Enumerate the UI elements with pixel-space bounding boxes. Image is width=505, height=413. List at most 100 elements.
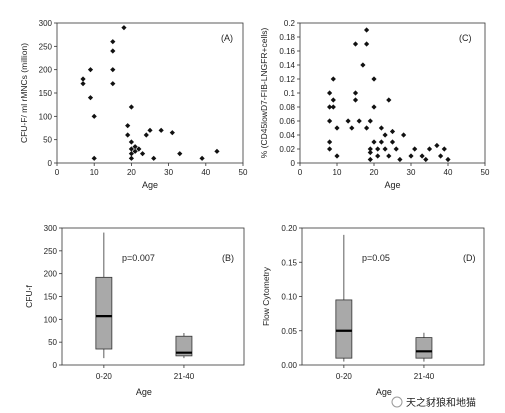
y-axis-label: Flow Cytometry — [261, 266, 271, 326]
box-iqr — [335, 299, 353, 359]
y-tick-label: 0.10 — [281, 293, 297, 302]
x-axis-label: Age — [142, 180, 158, 190]
box-iqr — [95, 276, 113, 350]
scatter-point — [132, 144, 138, 150]
scatter-point — [327, 118, 333, 124]
scatter-point — [401, 132, 407, 138]
y-tick-label: 150 — [44, 293, 58, 302]
scatter-point — [330, 97, 336, 103]
scatter-point — [128, 155, 134, 161]
y-tick-label: 0.00 — [281, 361, 297, 370]
scatter-point — [327, 139, 333, 145]
scatter-point — [367, 149, 373, 156]
scatter-point — [397, 156, 403, 163]
y-tick-label: 0.2 — [284, 19, 296, 28]
scatter-point — [334, 153, 340, 159]
scatter-point — [367, 118, 373, 124]
watermark-logo-icon — [391, 396, 403, 408]
scatter-point — [147, 127, 153, 133]
y-axis-label: % (CD45lowD7-FIB-LNGFR+cells) — [259, 28, 269, 159]
scatter-point — [389, 128, 396, 135]
y-tick-label: 0.20 — [281, 224, 297, 233]
scatter-point — [214, 148, 220, 154]
x-tick-label: 0 — [55, 168, 60, 177]
y-tick-label: 300 — [39, 19, 53, 28]
category-label: 0-20 — [336, 372, 353, 381]
panel-d-boxplot: 0.00 0.05 0.10 0.15 0.20 Flow Cytometry (D) 0-2… — [261, 224, 485, 397]
y-tick-label: 0.06 — [279, 117, 295, 126]
scatter-point — [345, 118, 351, 124]
panel-label: (C) — [459, 33, 472, 43]
y-axis-label: CFU-F/ ml rMNCs (million) — [19, 43, 29, 143]
scatter-point — [352, 41, 359, 47]
category-label: 21-40 — [174, 372, 195, 381]
scatter-point — [327, 90, 333, 96]
y-tick-label: 0.12 — [279, 75, 295, 84]
x-tick-label: 40 — [444, 168, 453, 177]
scatter-point — [136, 146, 142, 152]
x-tick-label: 20 — [127, 168, 136, 177]
scatter-point — [352, 97, 359, 103]
scatter-point — [327, 146, 333, 152]
category-label: 21-40 — [414, 372, 435, 381]
y-tick-label: 0 — [48, 159, 53, 168]
y-tick-label: 250 — [44, 247, 58, 256]
scatter-point — [128, 139, 134, 145]
scatter-point — [158, 127, 164, 133]
x-tick-label: 0 — [298, 168, 303, 177]
x-axis-label: Age — [384, 180, 400, 190]
x-tick-label: 10 — [90, 168, 99, 177]
panel-b-boxplot: 0 50 100 150 200 250 300 CFU-f (B) 0-20 21-40 Age p=… — [24, 224, 245, 397]
x-tick-label: 20 — [370, 168, 379, 177]
scatter-point — [80, 81, 86, 87]
plot-frame — [301, 227, 485, 366]
scatter-point — [151, 155, 157, 161]
scatter-point — [371, 139, 377, 145]
panel-label: (A) — [221, 33, 233, 43]
category-label: 0-20 — [96, 372, 113, 381]
y-tick-label: 0.15 — [281, 258, 297, 267]
scatter-point — [371, 76, 377, 82]
y-tick-label: 0.18 — [279, 33, 295, 42]
y-tick-label: 100 — [44, 315, 58, 324]
y-tick-label: 100 — [39, 112, 53, 121]
scatter-point — [87, 67, 94, 73]
scatter-point — [419, 153, 425, 159]
scatter-point — [128, 104, 134, 110]
y-tick-label: 0.02 — [279, 145, 295, 154]
scatter-point — [128, 151, 134, 157]
scatter-point — [375, 146, 381, 152]
x-tick-label: 50 — [239, 168, 248, 177]
scatter-point — [87, 95, 94, 101]
x-axis-label: Age — [136, 387, 152, 397]
plot-frame — [61, 227, 245, 366]
panel-label: (B) — [222, 253, 234, 263]
scatter-point — [434, 142, 440, 149]
scatter-point — [386, 153, 392, 159]
y-tick-label: 0 — [291, 159, 296, 168]
scatter-point — [378, 125, 384, 131]
scatter-point — [121, 25, 127, 31]
scatter-point — [375, 153, 381, 159]
p-value-annotation: p=0.05 — [362, 253, 390, 263]
scatter-point — [389, 139, 396, 145]
scatter-point — [378, 139, 384, 145]
y-tick-label: 0.16 — [279, 47, 295, 56]
scatter-point — [177, 151, 183, 157]
scatter-point — [364, 41, 370, 47]
scatter-point — [426, 146, 433, 152]
x-tick-label: 30 — [407, 168, 416, 177]
scatter-point — [128, 146, 134, 152]
scatter-point — [327, 104, 333, 110]
y-tick-label: 50 — [43, 136, 52, 145]
p-value-annotation: p=0.007 — [122, 253, 155, 263]
scatter-point — [386, 97, 392, 103]
y-tick-label: 0.04 — [279, 131, 295, 140]
scatter-point — [110, 81, 116, 87]
panel-label: (D) — [463, 253, 476, 263]
y-tick-label: 150 — [39, 89, 53, 98]
scatter-point — [445, 156, 451, 163]
y-tick-label: 0.08 — [279, 103, 295, 112]
